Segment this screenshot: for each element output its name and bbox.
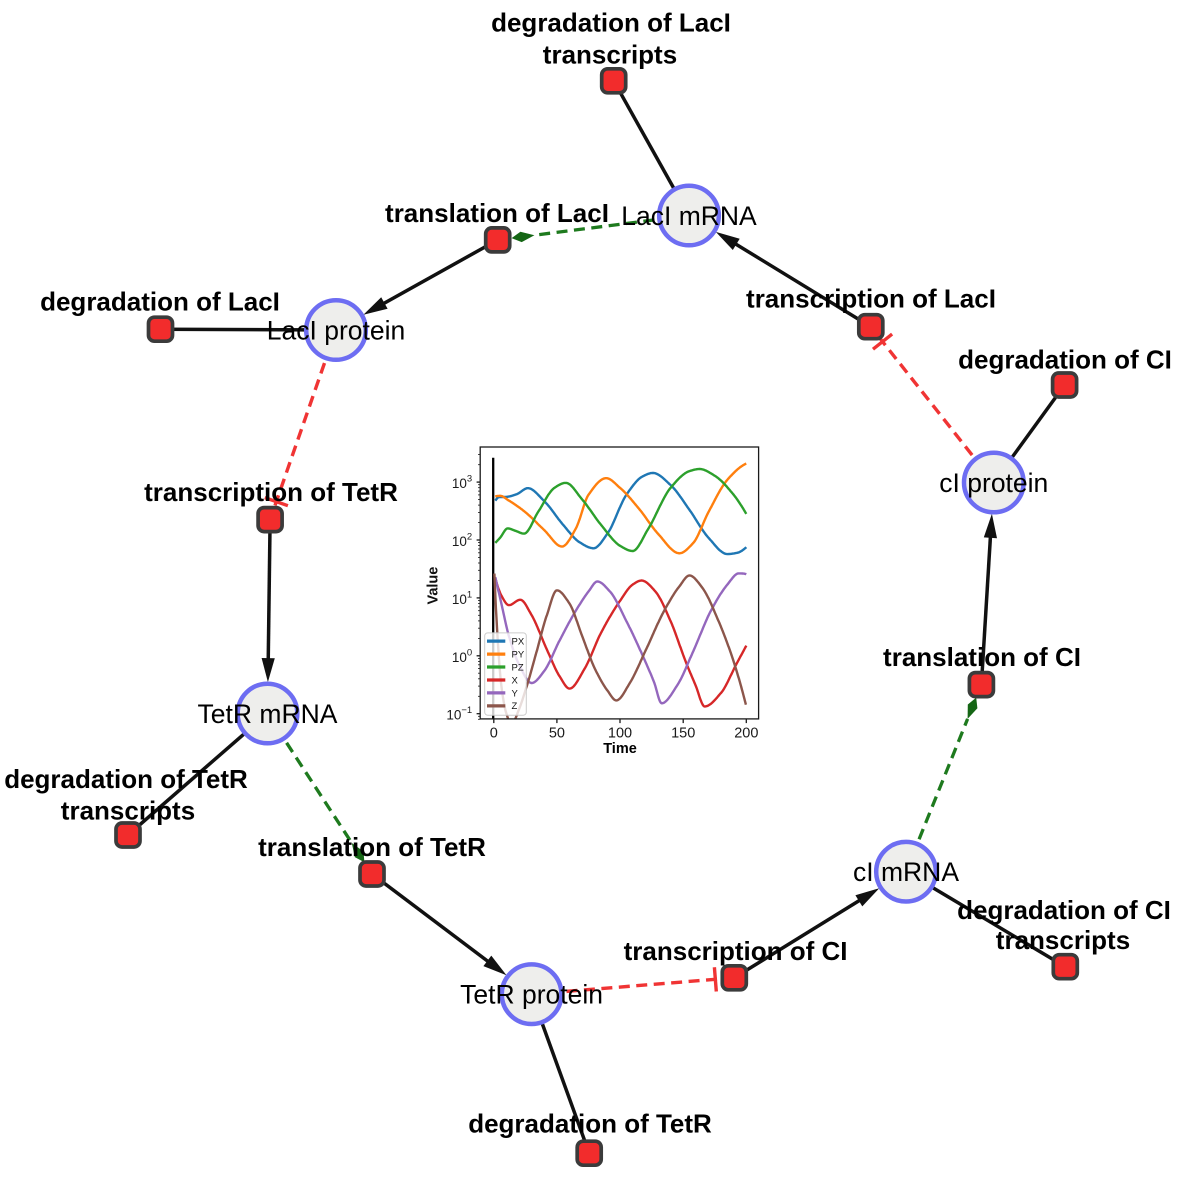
svg-text:degradation of TetR: degradation of TetR bbox=[4, 764, 248, 794]
svg-text:PY: PY bbox=[512, 650, 525, 661]
svg-text:transcription of CI: transcription of CI bbox=[624, 936, 848, 966]
svg-text:translation of TetR: translation of TetR bbox=[258, 832, 486, 862]
svg-text:PX: PX bbox=[512, 637, 525, 648]
svg-text:50: 50 bbox=[549, 726, 565, 742]
svg-text:X: X bbox=[512, 675, 519, 686]
svg-text:transcription of TetR: transcription of TetR bbox=[144, 477, 398, 507]
svg-text:Y: Y bbox=[512, 688, 519, 699]
svg-text:transcripts: transcripts bbox=[996, 925, 1130, 955]
svg-text:degradation of LacI: degradation of LacI bbox=[491, 8, 731, 38]
svg-text:100: 100 bbox=[608, 726, 632, 742]
svg-text:200: 200 bbox=[734, 726, 758, 742]
svg-text:Value: Value bbox=[426, 567, 442, 605]
svg-text:degradation of TetR: degradation of TetR bbox=[468, 1109, 712, 1139]
svg-text:150: 150 bbox=[671, 726, 695, 742]
svg-text:degradation of CI: degradation of CI bbox=[957, 895, 1171, 925]
svg-text:translation of CI: translation of CI bbox=[883, 642, 1081, 672]
svg-text:TetR protein: TetR protein bbox=[460, 980, 603, 1010]
svg-text:LacI mRNA: LacI mRNA bbox=[621, 201, 757, 231]
svg-text:cI mRNA: cI mRNA bbox=[853, 857, 959, 887]
svg-text:degradation of LacI: degradation of LacI bbox=[40, 287, 280, 317]
svg-text:cI protein: cI protein bbox=[939, 468, 1048, 498]
svg-text:Z: Z bbox=[512, 701, 518, 712]
svg-text:transcripts: transcripts bbox=[543, 39, 677, 69]
svg-text:PZ: PZ bbox=[512, 662, 524, 673]
svg-text:degradation of CI: degradation of CI bbox=[958, 345, 1172, 375]
svg-text:0: 0 bbox=[490, 726, 498, 742]
svg-text:Time: Time bbox=[603, 741, 637, 757]
svg-text:transcripts: transcripts bbox=[61, 796, 195, 826]
svg-text:LacI protein: LacI protein bbox=[267, 316, 405, 346]
svg-text:TetR mRNA: TetR mRNA bbox=[198, 699, 338, 729]
svg-text:transcription of LacI: transcription of LacI bbox=[746, 284, 996, 314]
svg-text:translation of LacI: translation of LacI bbox=[385, 198, 609, 228]
